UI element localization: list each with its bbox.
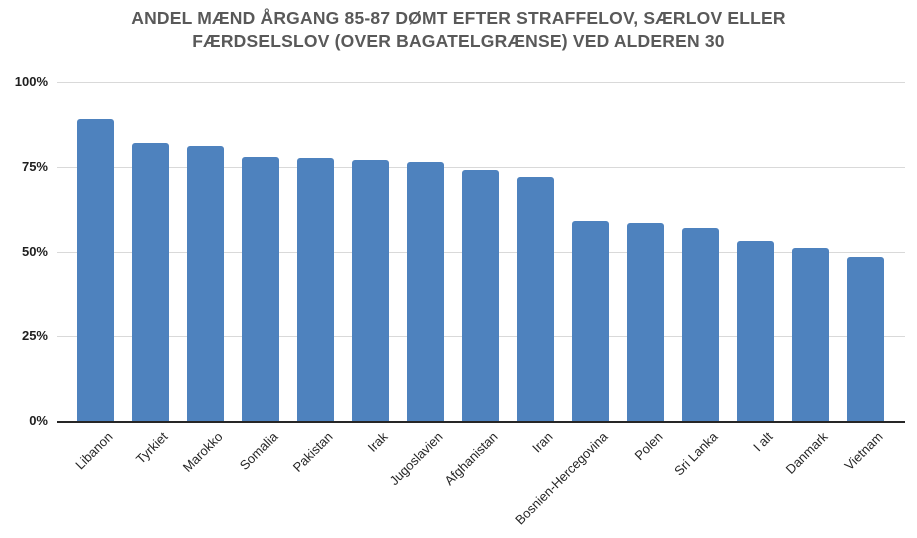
x-axis: Libanon Tyrkiet Marokko Somalia Pakistan Irak…: [68, 429, 893, 534]
bar-sri-lanka: [682, 227, 719, 421]
x-tick-label-bosnien-hercegovina: Bosnien-Hercegovina: [511, 429, 611, 528]
bar-polen: [627, 222, 664, 421]
chart-title-line2: FÆRDSELSLOV (OVER BAGATELGRÆNSE) VED ALD…: [192, 31, 725, 51]
bar-somalia: [242, 156, 279, 421]
plot-area: [57, 82, 905, 423]
chart-title: ANDEL MÆND ÅRGANG 85-87 DØMT EFTER STRAF…: [0, 7, 917, 53]
x-tick-label-afghanistan: Afghanistan: [440, 429, 501, 489]
x-tick-label-vietnam: Vietnam: [840, 429, 886, 474]
x-tick-label-jugoslavien: Jugoslavien: [385, 429, 446, 489]
x-tick-label-marokko: Marokko: [179, 429, 226, 475]
x-tick-label-libanon: Libanon: [71, 429, 116, 473]
chart-title-line1: ANDEL MÆND ÅRGANG 85-87 DØMT EFTER STRAF…: [131, 8, 786, 28]
x-tick-label-danmark: Danmark: [782, 429, 831, 477]
bar-i-alt: [737, 241, 774, 421]
bar-bosnien-hercegovina: [572, 221, 609, 421]
x-tick-label-i-alt: I alt: [749, 429, 776, 455]
y-axis: 0% 25% 50% 75% 100%: [0, 74, 48, 428]
bar-iran: [517, 176, 554, 421]
bar-vietnam: [847, 256, 884, 421]
bars: [68, 82, 893, 421]
y-tick-label-25: 25%: [21, 328, 48, 344]
y-tick-label-100: 100%: [14, 74, 48, 89]
bar-irak: [352, 159, 389, 421]
bar-libanon: [77, 119, 114, 421]
x-tick-label-somalia: Somalia: [236, 429, 281, 473]
x-tick-label-sri-lanka: Sri Lanka: [670, 429, 721, 479]
gridline-100: [57, 82, 905, 83]
bar-marokko: [187, 146, 224, 421]
x-tick-label-iran: Iran: [528, 429, 556, 456]
bar-afghanistan: [462, 170, 499, 421]
x-tick-label-pakistan: Pakistan: [289, 429, 336, 475]
x-tick-label-tyrkiet: Tyrkiet: [132, 429, 171, 467]
y-tick-label-75: 75%: [21, 158, 48, 174]
x-tick-label-irak: Irak: [364, 429, 391, 455]
x-tick-label-polen: Polen: [630, 429, 666, 464]
gridline-75: [57, 166, 905, 168]
y-tick-label-50: 50%: [21, 243, 48, 259]
bar-jugoslavien: [407, 161, 444, 421]
bar-danmark: [792, 248, 829, 421]
bar-pakistan: [297, 158, 334, 421]
bar-tyrkiet: [132, 143, 169, 421]
y-tick-label-0: 0%: [29, 413, 48, 428]
